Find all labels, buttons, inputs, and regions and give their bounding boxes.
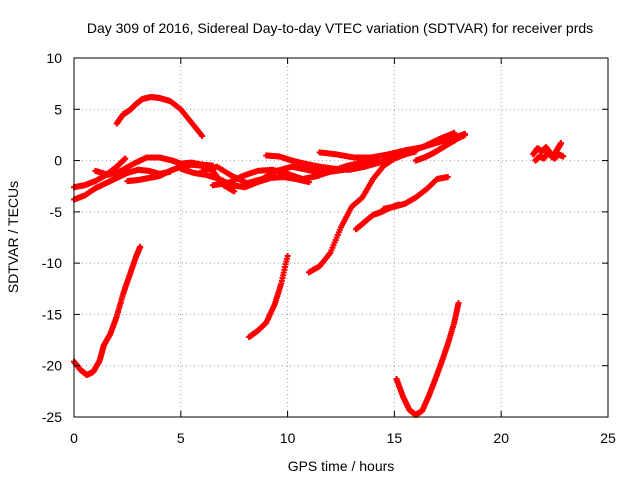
series-arc-14 bbox=[246, 252, 291, 340]
data-point bbox=[231, 188, 238, 195]
data-point bbox=[284, 252, 291, 259]
y-tick-label: -15 bbox=[42, 306, 62, 322]
x-tick-label: 0 bbox=[70, 430, 78, 446]
x-tick-label: 10 bbox=[280, 430, 296, 446]
series-arc-20 bbox=[532, 140, 565, 164]
y-tick-label: -25 bbox=[42, 409, 62, 425]
chart-title: Day 309 of 2016, Sidereal Day-to-day VTE… bbox=[87, 20, 593, 36]
series-arc-12 bbox=[316, 130, 468, 161]
data-point bbox=[137, 243, 144, 250]
data-point bbox=[558, 140, 565, 147]
y-tick-label: -20 bbox=[42, 358, 62, 374]
series-arc-18 bbox=[393, 300, 462, 418]
data-point bbox=[199, 132, 206, 139]
series-arc-10 bbox=[199, 163, 355, 187]
y-axis-label: SDTVAR / TECUs bbox=[5, 181, 21, 293]
series-arc-8 bbox=[177, 165, 312, 191]
data-point bbox=[412, 148, 419, 155]
grid-layer bbox=[74, 58, 608, 417]
x-tick-label: 25 bbox=[600, 430, 616, 446]
data-point bbox=[461, 131, 468, 138]
y-tick-label: 5 bbox=[54, 101, 62, 117]
y-tick-label: 0 bbox=[54, 153, 62, 169]
data-layer bbox=[71, 93, 567, 418]
series-arc-15 bbox=[305, 148, 419, 276]
x-tick-label: 5 bbox=[177, 430, 185, 446]
x-axis-label: GPS time / hours bbox=[288, 458, 395, 474]
plot-frame bbox=[73, 57, 609, 418]
x-tick-label: 15 bbox=[387, 430, 403, 446]
series-arc-1 bbox=[71, 342, 107, 378]
y-tick-label: -5 bbox=[50, 204, 63, 220]
x-tick-label: 20 bbox=[493, 430, 509, 446]
series-arc-3 bbox=[113, 93, 206, 139]
data-point bbox=[455, 300, 462, 307]
series-arc-2 bbox=[100, 243, 144, 349]
axis-layer: 0 5 10 15 20 25 10 5 0 -5 -10 -15 -20 -25 bbox=[42, 50, 616, 446]
data-point bbox=[122, 155, 129, 162]
data-point bbox=[444, 173, 451, 180]
series-arc-13 bbox=[412, 131, 468, 164]
y-tick-label: -10 bbox=[42, 255, 62, 271]
series-arc-17 bbox=[380, 173, 451, 212]
y-tick-label: 10 bbox=[46, 50, 62, 66]
data-point bbox=[560, 153, 567, 160]
